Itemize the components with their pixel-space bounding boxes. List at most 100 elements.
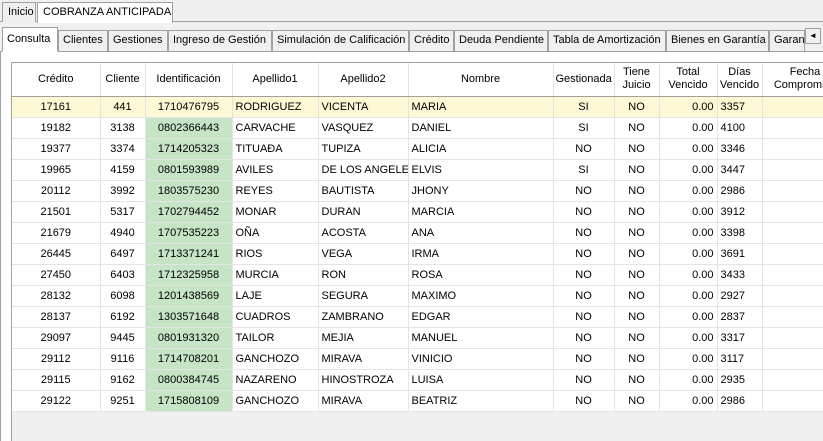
dias-vencido-cell[interactable]: 4100	[717, 117, 763, 139]
tiene-juicio-cell[interactable]: NO	[614, 369, 660, 391]
credit-grid[interactable]: Crédito Cliente Identificación Apellido1…	[11, 62, 823, 441]
nombre-cell[interactable]: BEATRIZ	[408, 390, 554, 412]
gestionada-cell[interactable]: SI	[553, 117, 615, 139]
apellido2-cell[interactable]: MEJIA	[318, 327, 409, 349]
dias-vencido-cell[interactable]: 3117	[717, 348, 763, 370]
table-row[interactable]: 29112 9116 1714708201 GANCHOZO MIRAVA VINICIO…	[12, 348, 823, 370]
col-header-fecha-compromiso[interactable]: Fecha Compromiso	[762, 63, 823, 97]
tiene-juicio-cell[interactable]: NO	[614, 390, 660, 412]
identificacion-cell[interactable]: 1713371241	[145, 243, 233, 265]
apellido1-cell[interactable]: REYES	[232, 180, 319, 202]
credito-cell[interactable]: 19377	[12, 138, 101, 160]
total-vencido-cell[interactable]: 0.00	[659, 348, 718, 370]
col-header-cliente[interactable]: Cliente	[100, 63, 146, 97]
gestionada-cell[interactable]: NO	[553, 390, 615, 412]
dias-vencido-cell[interactable]: 2986	[717, 390, 763, 412]
tiene-juicio-cell[interactable]: NO	[614, 243, 660, 265]
credito-cell[interactable]: 28137	[12, 306, 101, 328]
credito-cell[interactable]: 29097	[12, 327, 101, 349]
col-header-tiene-juicio[interactable]: Tiene Juicio	[614, 63, 660, 97]
fecha-compromiso-cell[interactable]	[762, 369, 823, 391]
col-header-apellido2[interactable]: Apellido2	[318, 63, 409, 97]
cliente-cell[interactable]: 6098	[100, 285, 146, 307]
fecha-compromiso-cell[interactable]	[762, 327, 823, 349]
apellido1-cell[interactable]: TITUAÐA	[232, 138, 319, 160]
identificacion-cell[interactable]: 1714708201	[145, 348, 233, 370]
cliente-cell[interactable]: 9162	[100, 369, 146, 391]
total-vencido-cell[interactable]: 0.00	[659, 264, 718, 286]
cliente-cell[interactable]: 9251	[100, 390, 146, 412]
tab-consulta[interactable]: Consulta	[2, 27, 58, 52]
credito-cell[interactable]: 20112	[12, 180, 101, 202]
apellido2-cell[interactable]: MIRAVA	[318, 348, 409, 370]
apellido1-cell[interactable]: CUADROS	[232, 306, 319, 328]
identificacion-cell[interactable]: 1710476795	[145, 96, 233, 118]
tab-tabla-de-amortizacion[interactable]: Tabla de Amortización	[548, 30, 666, 51]
tab-inicio[interactable]: Inicio	[2, 2, 36, 22]
table-row[interactable]: 27450 6403 1712325958 MURCIA RON ROSA NO NO 0.00…	[12, 264, 823, 286]
gestionada-cell[interactable]: NO	[553, 327, 615, 349]
identificacion-cell[interactable]: 1707535223	[145, 222, 233, 244]
nombre-cell[interactable]: IRMA	[408, 243, 554, 265]
nombre-cell[interactable]: ANA	[408, 222, 554, 244]
tiene-juicio-cell[interactable]: NO	[614, 285, 660, 307]
dias-vencido-cell[interactable]: 3912	[717, 201, 763, 223]
dias-vencido-cell[interactable]: 3357	[717, 96, 763, 118]
apellido2-cell[interactable]: ZAMBRANO	[318, 306, 409, 328]
fecha-compromiso-cell[interactable]	[762, 201, 823, 223]
cliente-cell[interactable]: 9116	[100, 348, 146, 370]
table-row[interactable]: 29115 9162 0800384745 NAZARENO HINOSTROZA LUI…	[12, 369, 823, 391]
total-vencido-cell[interactable]: 0.00	[659, 201, 718, 223]
col-header-gestionada[interactable]: Gestionada	[553, 63, 615, 97]
apellido1-cell[interactable]: CARVACHE	[232, 117, 319, 139]
tab-bienes-en-garantia[interactable]: Bienes en Garantía	[666, 30, 769, 51]
cliente-cell[interactable]: 5317	[100, 201, 146, 223]
gestionada-cell[interactable]: NO	[553, 201, 615, 223]
identificacion-cell[interactable]: 1303571648	[145, 306, 233, 328]
cliente-cell[interactable]: 3992	[100, 180, 146, 202]
total-vencido-cell[interactable]: 0.00	[659, 138, 718, 160]
apellido2-cell[interactable]: RON	[318, 264, 409, 286]
table-row[interactable]: 19182 3138 0802366443 CARVACHE VASQUEZ DANIEL…	[12, 117, 823, 139]
col-header-credito[interactable]: Crédito	[12, 63, 101, 97]
apellido1-cell[interactable]: NAZARENO	[232, 369, 319, 391]
cliente-cell[interactable]: 9445	[100, 327, 146, 349]
fecha-compromiso-cell[interactable]	[762, 159, 823, 181]
gestionada-cell[interactable]: NO	[553, 243, 615, 265]
tiene-juicio-cell[interactable]: NO	[614, 306, 660, 328]
tab-garantes[interactable]: Garan	[769, 30, 805, 51]
gestionada-cell[interactable]: NO	[553, 348, 615, 370]
dias-vencido-cell[interactable]: 3398	[717, 222, 763, 244]
dias-vencido-cell[interactable]: 3317	[717, 327, 763, 349]
fecha-compromiso-cell[interactable]	[762, 348, 823, 370]
dias-vencido-cell[interactable]: 2935	[717, 369, 763, 391]
nombre-cell[interactable]: MARIA	[408, 96, 554, 118]
cliente-cell[interactable]: 6192	[100, 306, 146, 328]
credito-cell[interactable]: 29122	[12, 390, 101, 412]
dias-vencido-cell[interactable]: 2986	[717, 180, 763, 202]
credito-cell[interactable]: 19182	[12, 117, 101, 139]
nombre-cell[interactable]: MAXIMO	[408, 285, 554, 307]
col-header-total-vencido[interactable]: Total Vencido	[659, 63, 718, 97]
credito-cell[interactable]: 28132	[12, 285, 101, 307]
credito-cell[interactable]: 29115	[12, 369, 101, 391]
credito-cell[interactable]: 17161	[12, 96, 101, 118]
fecha-compromiso-cell[interactable]	[762, 138, 823, 160]
total-vencido-cell[interactable]: 0.00	[659, 327, 718, 349]
table-row[interactable]: 26445 6497 1713371241 RIOS VEGA IRMA NO NO 0.00 3…	[12, 243, 823, 265]
dias-vencido-cell[interactable]: 3433	[717, 264, 763, 286]
fecha-compromiso-cell[interactable]	[762, 390, 823, 412]
gestionada-cell[interactable]: NO	[553, 264, 615, 286]
col-header-apellido1[interactable]: Apellido1	[232, 63, 319, 97]
apellido1-cell[interactable]: GANCHOZO	[232, 348, 319, 370]
tiene-juicio-cell[interactable]: NO	[614, 138, 660, 160]
table-row[interactable]: 21679 4940 1707535223 OÑA ACOSTA ANA NO NO 0.00 3…	[12, 222, 823, 244]
cliente-cell[interactable]: 6497	[100, 243, 146, 265]
fecha-compromiso-cell[interactable]	[762, 96, 823, 118]
gestionada-cell[interactable]: SI	[553, 96, 615, 118]
identificacion-cell[interactable]: 0801931320	[145, 327, 233, 349]
fecha-compromiso-cell[interactable]	[762, 222, 823, 244]
tiene-juicio-cell[interactable]: NO	[614, 264, 660, 286]
gestionada-cell[interactable]: SI	[553, 159, 615, 181]
identificacion-cell[interactable]: 0802366443	[145, 117, 233, 139]
